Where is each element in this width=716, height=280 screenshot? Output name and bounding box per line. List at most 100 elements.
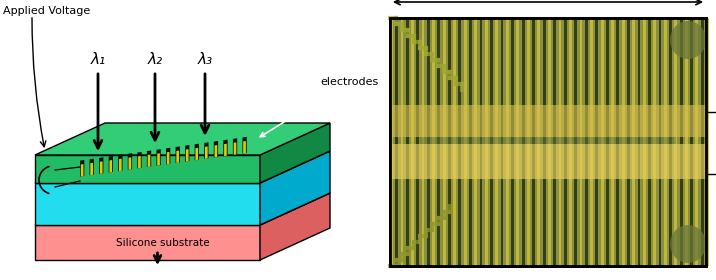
Polygon shape	[109, 156, 113, 172]
Bar	[453, 18, 456, 266]
Polygon shape	[137, 152, 142, 169]
Bar	[627, 18, 630, 266]
Bar	[458, 18, 461, 266]
Bar	[422, 18, 425, 266]
Bar	[659, 18, 662, 266]
Bar	[538, 18, 541, 266]
Bar	[511, 18, 514, 266]
Bar	[474, 18, 477, 266]
Polygon shape	[110, 160, 112, 172]
Bar	[585, 18, 588, 266]
Bar	[406, 18, 409, 266]
Bar	[574, 18, 577, 266]
Bar	[506, 18, 509, 266]
Bar	[390, 18, 393, 266]
Bar	[411, 18, 414, 266]
Bar	[548, 18, 551, 266]
Bar	[653, 18, 657, 266]
Bar	[464, 18, 467, 266]
Text: electrodes: electrodes	[260, 77, 378, 137]
Polygon shape	[243, 141, 246, 153]
Bar	[695, 18, 698, 266]
Polygon shape	[215, 145, 217, 157]
Bar	[448, 18, 451, 266]
Polygon shape	[81, 164, 84, 176]
Bar	[495, 18, 498, 266]
Polygon shape	[35, 123, 330, 155]
Polygon shape	[35, 155, 260, 183]
Polygon shape	[243, 137, 247, 153]
Bar	[601, 18, 604, 266]
Polygon shape	[99, 157, 103, 174]
Bar	[522, 18, 525, 266]
Text: λ₂: λ₂	[147, 52, 163, 67]
Bar	[637, 18, 640, 266]
Bar	[516, 18, 519, 266]
Polygon shape	[147, 150, 151, 167]
Polygon shape	[147, 155, 150, 167]
Polygon shape	[204, 142, 208, 159]
Bar	[611, 18, 614, 266]
Polygon shape	[118, 155, 122, 171]
Polygon shape	[175, 146, 180, 163]
Polygon shape	[35, 193, 330, 225]
Polygon shape	[35, 151, 330, 183]
Bar	[437, 18, 440, 266]
Polygon shape	[205, 146, 208, 159]
Ellipse shape	[670, 21, 706, 59]
Bar	[690, 18, 693, 266]
Polygon shape	[156, 149, 161, 166]
Polygon shape	[186, 149, 188, 162]
Bar	[596, 18, 599, 266]
Polygon shape	[260, 123, 330, 183]
Bar	[500, 18, 503, 266]
Bar	[490, 18, 493, 266]
Bar	[390, 105, 706, 137]
Polygon shape	[80, 160, 84, 177]
Text: Silicone substrate: Silicone substrate	[116, 237, 209, 248]
Polygon shape	[138, 156, 141, 168]
Text: λ₁: λ₁	[90, 52, 105, 67]
Polygon shape	[129, 157, 131, 170]
Bar	[621, 18, 624, 266]
Polygon shape	[195, 144, 199, 160]
Bar	[674, 18, 677, 266]
Bar	[569, 18, 572, 266]
Polygon shape	[260, 193, 330, 260]
Bar	[416, 18, 420, 266]
Bar	[427, 18, 430, 266]
Bar	[606, 18, 609, 266]
Bar	[420, 137, 676, 144]
Bar	[395, 18, 398, 266]
Bar	[706, 18, 709, 266]
Bar	[553, 18, 556, 266]
Bar	[616, 18, 619, 266]
Polygon shape	[233, 142, 236, 155]
Polygon shape	[90, 163, 93, 175]
Bar	[701, 18, 704, 266]
Polygon shape	[100, 161, 102, 174]
Bar	[558, 18, 561, 266]
Polygon shape	[167, 152, 170, 164]
Bar	[432, 18, 435, 266]
Bar	[532, 18, 535, 266]
Bar	[390, 144, 706, 179]
Bar	[679, 18, 682, 266]
Bar	[563, 18, 566, 266]
Polygon shape	[214, 141, 218, 158]
Bar	[400, 18, 403, 266]
Bar	[469, 18, 472, 266]
Polygon shape	[158, 153, 160, 165]
Bar	[632, 18, 635, 266]
Text: λ₃: λ₃	[198, 52, 213, 67]
Bar	[527, 18, 530, 266]
Polygon shape	[127, 153, 132, 170]
Bar	[390, 18, 706, 266]
Polygon shape	[233, 138, 237, 155]
Bar	[390, 18, 706, 266]
Bar	[643, 18, 646, 266]
Polygon shape	[119, 159, 122, 171]
Text: Applied Voltage: Applied Voltage	[3, 6, 90, 16]
Polygon shape	[176, 151, 179, 163]
Bar	[648, 18, 651, 266]
